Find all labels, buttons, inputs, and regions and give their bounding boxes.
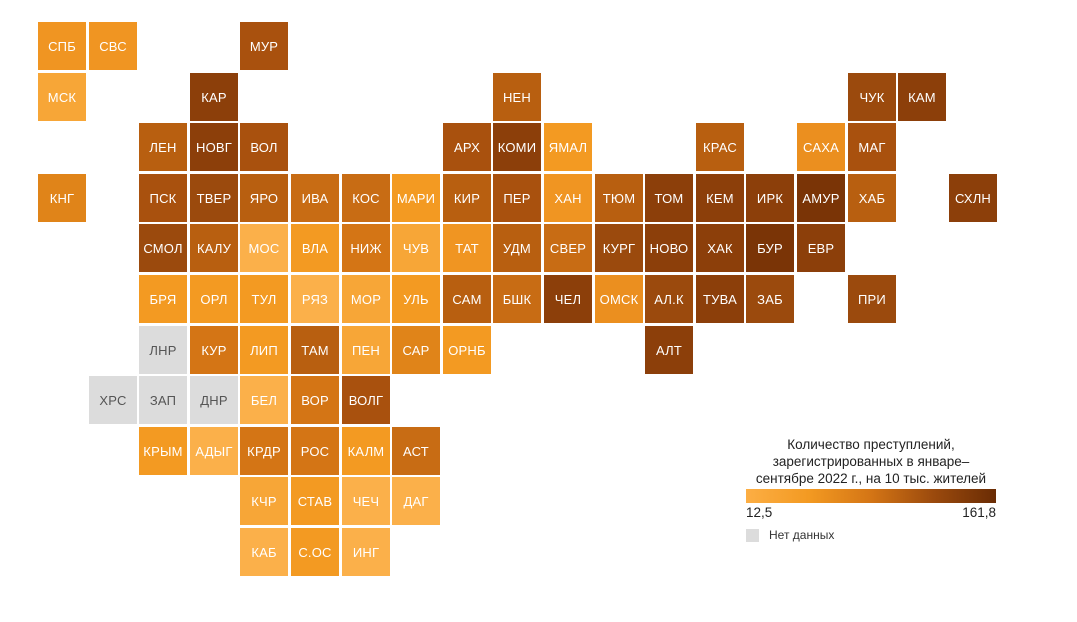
legend-min-label: 12,5 xyxy=(746,505,773,520)
region-tile: ПЕР xyxy=(493,174,541,222)
nodata-label: Нет данных xyxy=(769,528,835,542)
region-tile: АЛТ xyxy=(645,326,693,374)
region-tile: МАГ xyxy=(848,123,896,171)
legend-ticks: 12,5 161,8 xyxy=(746,505,996,520)
region-tile: ИВА xyxy=(291,174,339,222)
legend-color-scale xyxy=(746,489,996,503)
region-tile: КУРГ xyxy=(595,224,643,272)
region-tile: ТВЕР xyxy=(190,174,238,222)
region-tile: СМОЛ xyxy=(139,224,187,272)
region-tile: НЕН xyxy=(493,73,541,121)
region-tile: АДЫГ xyxy=(190,427,238,475)
region-tile: КРДР xyxy=(240,427,288,475)
region-tile: МАРИ xyxy=(392,174,440,222)
legend: Количество преступлений, зарегистрирован… xyxy=(746,436,996,542)
region-tile: СТАВ xyxy=(291,477,339,525)
legend-max-label: 161,8 xyxy=(962,505,996,520)
region-tile: ОМСК xyxy=(595,275,643,323)
region-tile: БУР xyxy=(746,224,794,272)
region-tile: КУР xyxy=(190,326,238,374)
region-tile: ЧУК xyxy=(848,73,896,121)
legend-title: Количество преступлений, зарегистрирован… xyxy=(755,437,987,486)
region-tile: ЯМАЛ xyxy=(544,123,592,171)
region-tile: САМ xyxy=(443,275,491,323)
region-tile: ДАГ xyxy=(392,477,440,525)
region-tile: НОВО xyxy=(645,224,693,272)
region-tile: ВОЛГ xyxy=(342,376,390,424)
region-tile: АРХ xyxy=(443,123,491,171)
region-tile: ВЛА xyxy=(291,224,339,272)
region-tile: СПБ xyxy=(38,22,86,70)
region-tile: ПЕН xyxy=(342,326,390,374)
region-tile: КНГ xyxy=(38,174,86,222)
region-tile: ДНР xyxy=(190,376,238,424)
region-tile: БЕЛ xyxy=(240,376,288,424)
region-tile: КЧР xyxy=(240,477,288,525)
region-tile: КРЫМ xyxy=(139,427,187,475)
legend-nodata: Нет данных xyxy=(746,528,996,542)
region-tile: АЛ.К xyxy=(645,275,693,323)
region-tile: БШК xyxy=(493,275,541,323)
region-tile: КАБ xyxy=(240,528,288,576)
region-tile: ЯРО xyxy=(240,174,288,222)
region-tile: ОРНБ xyxy=(443,326,491,374)
region-tile: ПРИ xyxy=(848,275,896,323)
region-tile: ТАМ xyxy=(291,326,339,374)
region-tile: АМУР xyxy=(797,174,845,222)
region-tile: МОР xyxy=(342,275,390,323)
region-tile: ПСК xyxy=(139,174,187,222)
region-tile: ВОЛ xyxy=(240,123,288,171)
region-tile: ОРЛ xyxy=(190,275,238,323)
region-tile: ЧЕЧ xyxy=(342,477,390,525)
region-tile: ТУЛ xyxy=(240,275,288,323)
region-tile: КОС xyxy=(342,174,390,222)
region-tile: КРАС xyxy=(696,123,744,171)
region-tile: КАР xyxy=(190,73,238,121)
region-tile: ЗАБ xyxy=(746,275,794,323)
region-tile: МОС xyxy=(240,224,288,272)
region-tile: ИНГ xyxy=(342,528,390,576)
nodata-swatch xyxy=(746,528,759,542)
region-tile: ЛЕН xyxy=(139,123,187,171)
region-tile: СВС xyxy=(89,22,137,70)
region-tile: КАМ xyxy=(898,73,946,121)
region-tile: ТАТ xyxy=(443,224,491,272)
region-tile: ИРК xyxy=(746,174,794,222)
region-tile: УДМ xyxy=(493,224,541,272)
region-tile: КАЛУ xyxy=(190,224,238,272)
region-tile: НИЖ xyxy=(342,224,390,272)
region-tile: ХАН xyxy=(544,174,592,222)
region-tile: ТЮМ xyxy=(595,174,643,222)
region-tile: САР xyxy=(392,326,440,374)
region-tile: ЛИП xyxy=(240,326,288,374)
region-tile: СВЕР xyxy=(544,224,592,272)
region-tile: ЛНР xyxy=(139,326,187,374)
region-tile: ХРС xyxy=(89,376,137,424)
region-tile: НОВГ xyxy=(190,123,238,171)
region-tile: КАЛМ xyxy=(342,427,390,475)
region-tile: УЛЬ xyxy=(392,275,440,323)
region-tile: РЯЗ xyxy=(291,275,339,323)
region-tile: КЕМ xyxy=(696,174,744,222)
region-tile: ЧЕЛ xyxy=(544,275,592,323)
region-tile: ТУВА xyxy=(696,275,744,323)
region-tile: СХЛН xyxy=(949,174,997,222)
region-tile: ВОР xyxy=(291,376,339,424)
region-tile: С.ОС xyxy=(291,528,339,576)
region-tile: ЧУВ xyxy=(392,224,440,272)
region-tile: КОМИ xyxy=(493,123,541,171)
region-tile: ЕВР xyxy=(797,224,845,272)
region-tile: МУР xyxy=(240,22,288,70)
region-tile: МСК xyxy=(38,73,86,121)
region-tile: РОС xyxy=(291,427,339,475)
region-tile: ХАК xyxy=(696,224,744,272)
region-tile: КИР xyxy=(443,174,491,222)
region-tile: САХА xyxy=(797,123,845,171)
region-tile: ХАБ xyxy=(848,174,896,222)
region-tile: АСТ xyxy=(392,427,440,475)
region-tile: ЗАП xyxy=(139,376,187,424)
region-tile: ТОМ xyxy=(645,174,693,222)
region-tile: БРЯ xyxy=(139,275,187,323)
